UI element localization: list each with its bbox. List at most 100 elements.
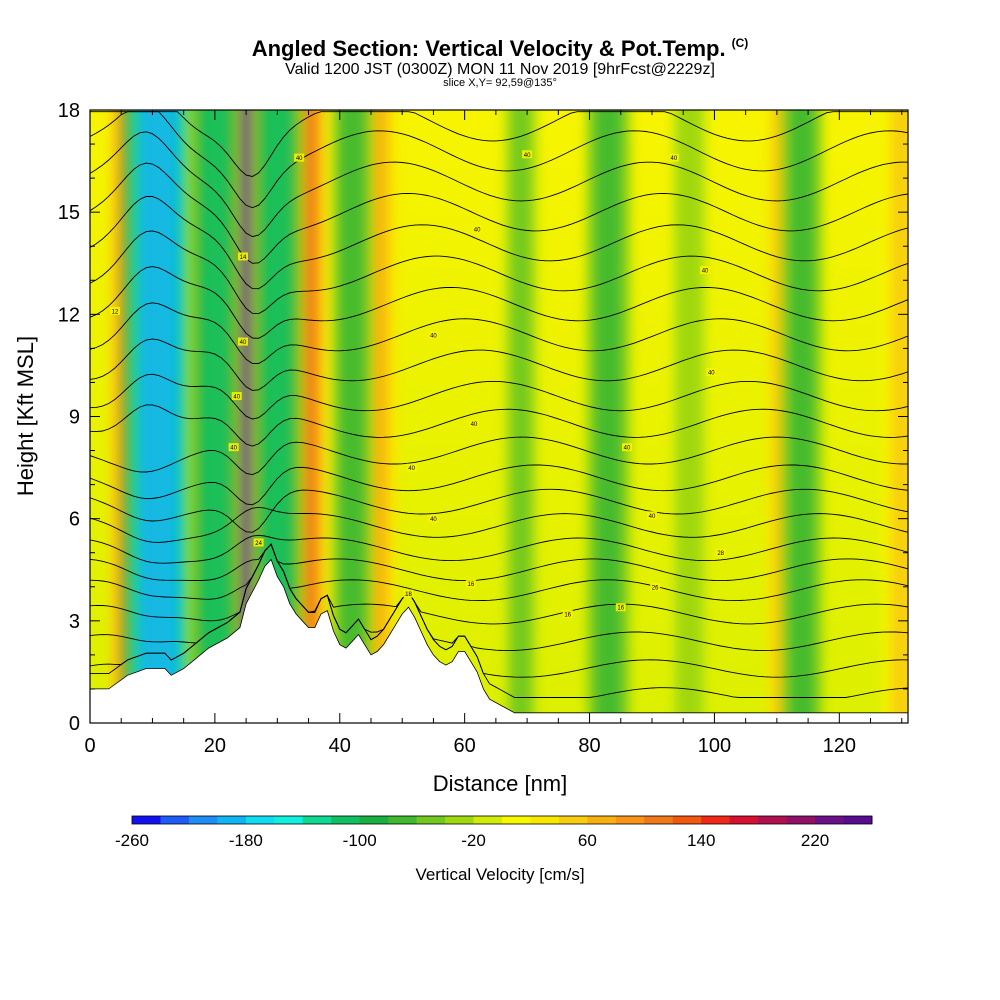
isentrope-line: [90, 162, 908, 264]
isentrope-label: 40: [237, 337, 248, 346]
svg-text:40: 40: [624, 446, 631, 452]
isentrope-line: [90, 302, 908, 364]
colorbar-swatch: [217, 816, 247, 824]
svg-text:9: 9: [69, 407, 80, 429]
y-tick: 9: [69, 407, 908, 429]
isentrope-label: 40: [646, 511, 657, 520]
isentrope-line: [90, 111, 908, 177]
colorbar-tick-label: -260: [115, 831, 149, 850]
svg-text:16: 16: [468, 582, 475, 588]
isentrope-line: [90, 111, 908, 209]
isentrope-line: [90, 506, 908, 543]
svg-text:120: 120: [823, 735, 856, 757]
svg-text:40: 40: [670, 156, 677, 162]
colorbar-swatch: [558, 816, 588, 824]
isentrope-label: 40: [231, 392, 242, 401]
colorbar-swatch: [786, 816, 816, 824]
svg-text:60: 60: [454, 735, 476, 757]
colorbar-swatch: [188, 816, 218, 824]
svg-text:16: 16: [564, 613, 571, 619]
isentrope-label: 24: [253, 538, 264, 547]
svg-text:40: 40: [296, 156, 303, 162]
colorbar-tick-label: 60: [578, 831, 597, 850]
colorbar-swatch: [416, 816, 446, 824]
svg-text:0: 0: [84, 735, 95, 757]
x-tick: 0: [84, 110, 96, 757]
svg-text:40: 40: [430, 333, 437, 339]
y-tick: 6: [69, 509, 908, 531]
colorbar-swatch: [331, 816, 361, 824]
x-tick: 40: [329, 110, 351, 757]
colorbar-tick-label: -20: [461, 831, 486, 850]
svg-text:26: 26: [652, 585, 659, 591]
colorbar-title: Vertical Velocity [cm/s]: [415, 865, 584, 884]
svg-text:6: 6: [69, 509, 80, 531]
y-tick: 12: [58, 304, 908, 326]
svg-text:20: 20: [204, 735, 226, 757]
x-tick: 80: [578, 110, 601, 757]
y-tick: 15: [58, 202, 908, 224]
isentrope-label: 40: [469, 419, 480, 428]
downdraft-band: [789, 110, 814, 723]
isentrope-label: 16: [562, 610, 573, 619]
colorbar-swatch: [644, 816, 674, 824]
colorbar-swatch: [160, 816, 190, 824]
isentrope-line: [90, 488, 908, 533]
isentrope-line: [90, 543, 908, 582]
isentrope-label: 40: [428, 514, 439, 523]
svg-text:40: 40: [430, 517, 437, 523]
isentrope-label: 40: [700, 266, 711, 275]
isentrope-label: 40: [622, 443, 633, 452]
svg-text:14: 14: [240, 255, 247, 261]
valid-time-line: Valid 1200 JST (0300Z) MON 11 Nov 2019 […: [285, 61, 715, 78]
colorbar-swatch: [758, 816, 788, 824]
colorbar-swatch: [388, 816, 418, 824]
svg-text:12: 12: [112, 309, 119, 315]
isentrope-label: 40: [406, 463, 417, 472]
isentrope-label: 40: [428, 330, 439, 339]
colorbar-swatch: [530, 816, 560, 824]
downdraft-band: [679, 110, 700, 723]
isentrope-label: 40: [706, 368, 717, 377]
x-tick: 20: [204, 110, 226, 757]
colorbar-tick-label: 220: [801, 831, 829, 850]
colorbar-swatch: [843, 816, 873, 824]
isentrope-line: [90, 131, 908, 238]
isentrope-line: [90, 543, 908, 625]
svg-text:28: 28: [717, 551, 724, 557]
downdraft-band: [138, 110, 179, 723]
colorbar-swatch: [672, 816, 702, 824]
svg-text:16: 16: [617, 606, 624, 612]
svg-text:40: 40: [230, 446, 237, 452]
isentrope-label: 26: [650, 582, 661, 591]
svg-text:40: 40: [474, 228, 481, 234]
isentrope-label: 12: [109, 306, 120, 315]
colorbar-tick-label: 140: [687, 831, 715, 850]
svg-text:40: 40: [702, 269, 709, 275]
colorbar-swatch: [615, 816, 645, 824]
isentrope-line: [90, 534, 908, 564]
isentrope-label: 40: [472, 225, 483, 234]
downdraft-band: [340, 110, 365, 723]
colorbar-swatch: [359, 816, 389, 824]
y-tick: 3: [69, 611, 908, 633]
isentrope-line: [90, 373, 908, 420]
isentrope-line: [90, 543, 908, 652]
x-tick: 100: [698, 110, 731, 757]
isentrope-line: [90, 196, 908, 290]
isentrope-line: [90, 436, 908, 476]
colorbar-tick-label: -180: [229, 831, 263, 850]
isentrope-line: [90, 543, 908, 602]
svg-text:40: 40: [329, 735, 351, 757]
svg-text:40: 40: [240, 340, 247, 346]
isentrope-label: 40: [294, 153, 305, 162]
y-tick: 0: [69, 713, 908, 735]
isentrope-label: 16: [615, 603, 626, 612]
svg-text:80: 80: [578, 735, 600, 757]
x-tick: 60: [454, 110, 476, 757]
svg-text:40: 40: [524, 153, 531, 159]
svg-text:40: 40: [233, 395, 240, 401]
colorbar: [131, 815, 873, 825]
colorbar-swatch: [502, 816, 531, 824]
isentrope-label: 40: [522, 150, 533, 159]
